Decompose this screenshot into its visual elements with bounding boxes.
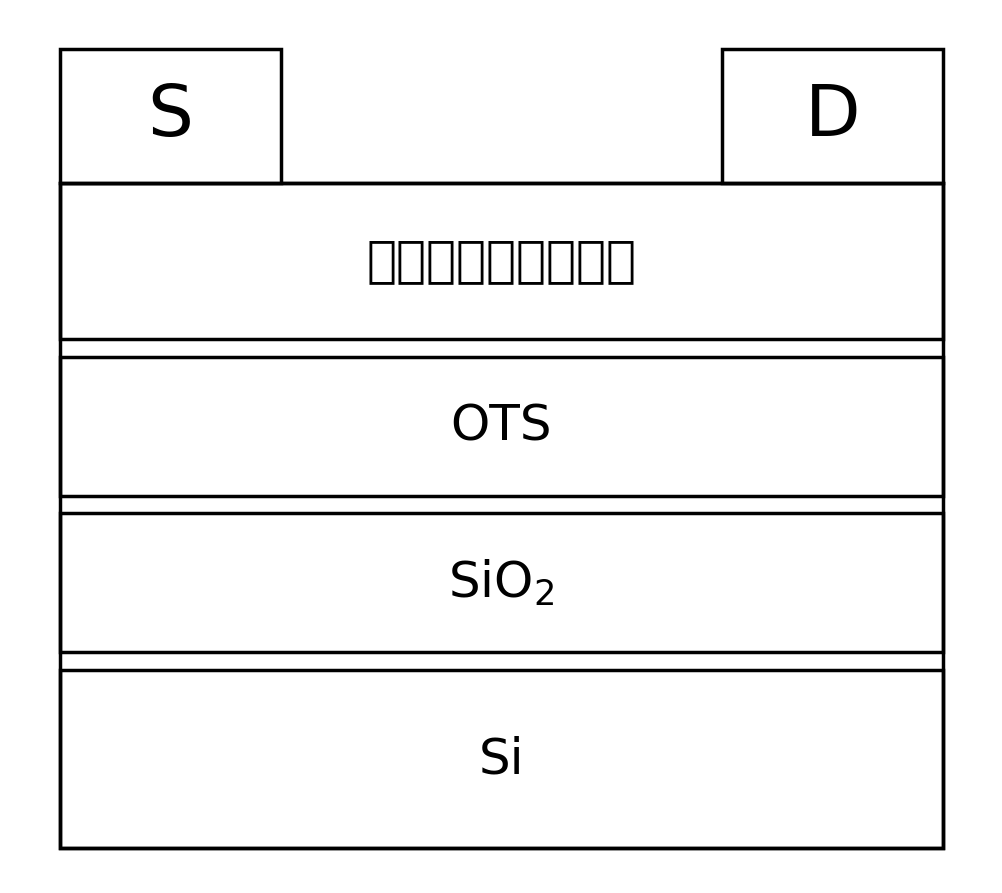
Bar: [60, 49, 281, 183]
Text: SiO$_2$: SiO$_2$: [448, 557, 554, 608]
Text: Si: Si: [478, 735, 524, 783]
Text: D: D: [804, 81, 860, 151]
Text: S: S: [147, 81, 193, 151]
Bar: [60, 670, 942, 848]
Bar: [60, 183, 942, 848]
Bar: [60, 513, 942, 652]
Bar: [60, 183, 942, 339]
Bar: [60, 357, 942, 496]
Text: OTS: OTS: [450, 403, 552, 450]
Text: 有机半导体聚合物层: 有机半导体聚合物层: [366, 238, 636, 285]
Bar: [721, 49, 942, 183]
